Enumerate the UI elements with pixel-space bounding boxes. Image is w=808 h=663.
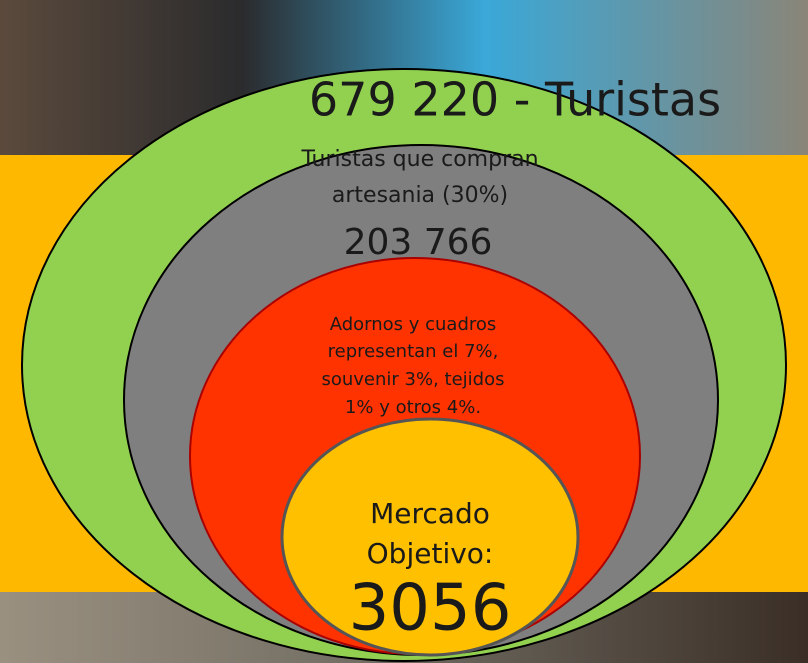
level-figure: 3056 bbox=[349, 572, 512, 646]
level-text: Turistas que compran bbox=[300, 147, 538, 172]
page: 679 220 - Turistas Turistas que compran … bbox=[0, 0, 808, 663]
level-figure: 203 766 bbox=[344, 222, 493, 263]
level-text: souvenir 3%, tejidos bbox=[321, 369, 504, 390]
level-text: Mercado bbox=[370, 497, 490, 530]
level-text: 1% y otros 4%. bbox=[345, 397, 481, 418]
title: 679 220 - Turistas bbox=[309, 73, 721, 127]
slide: 679 220 - Turistas Turistas que compran … bbox=[0, 0, 808, 663]
level-text: Adornos y cuadros bbox=[330, 314, 497, 335]
level-text: representan el 7%, bbox=[328, 341, 499, 362]
level-text: artesania (30%) bbox=[332, 183, 508, 208]
level-text: Objetivo: bbox=[367, 537, 494, 570]
